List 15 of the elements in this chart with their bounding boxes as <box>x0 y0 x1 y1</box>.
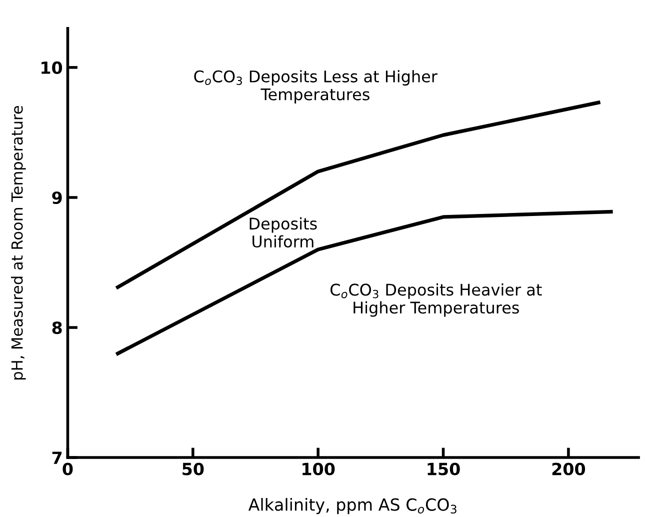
y-tick-label: 7 <box>52 452 62 464</box>
annotation: Deposits Uniform <box>250 217 317 248</box>
x-tick-label: 0 <box>62 462 73 476</box>
line-series <box>116 210 613 356</box>
annotation: C$_{o}$CO$_{3}$ Deposits Heavier at Higher Temperatures <box>330 283 542 317</box>
y-tick-label: 10 <box>42 61 62 74</box>
x-tick-label: 50 <box>182 462 204 476</box>
x-tick-label: 200 <box>552 462 586 476</box>
annotation: C$_{o}$CO$_{3}$ Deposits Less at Higher Temperatures <box>194 70 438 104</box>
x-tick-label: 100 <box>302 462 335 476</box>
x-tick-label: 150 <box>428 462 460 476</box>
y-axis-title: pH, Measured at Room Temperature <box>10 106 26 380</box>
y-tick-label: 9 <box>52 191 62 204</box>
y-tick-label: 8 <box>52 321 62 334</box>
x-axis-title: Alkalinity, ppm AS C$_{o}$CO$_{3}$ <box>248 498 456 514</box>
